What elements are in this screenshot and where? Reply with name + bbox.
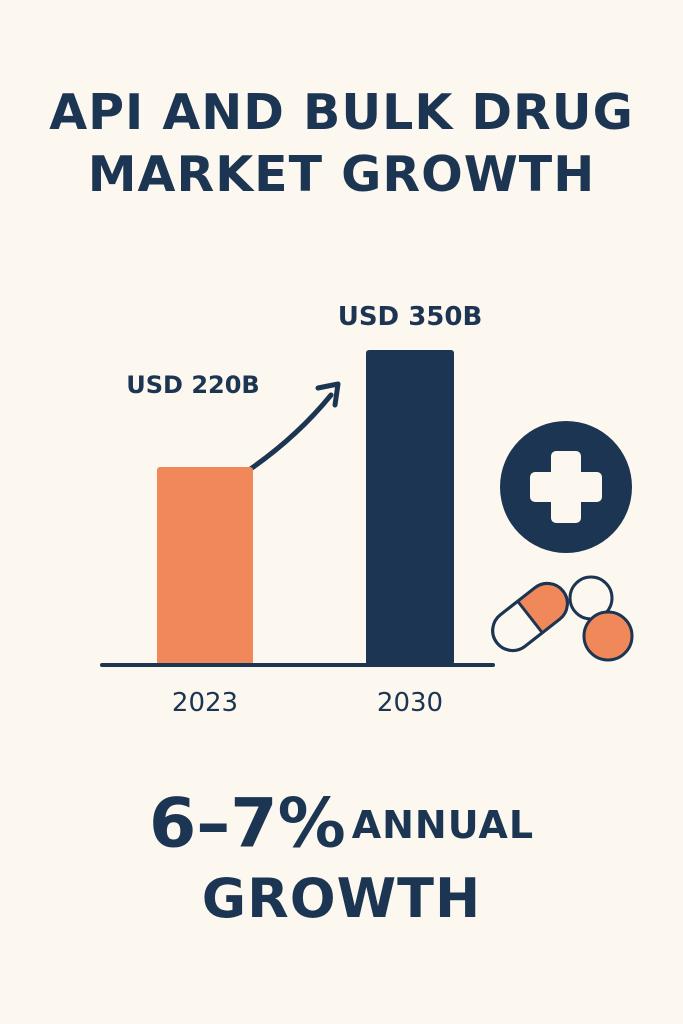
growth-rate: 6–7% (148, 784, 346, 864)
x-tick-label-2023: 2023 (172, 688, 238, 718)
trend-arrow-head (315, 381, 341, 408)
bar-2023 (157, 467, 253, 665)
data-label-2023: USD 220B (126, 371, 259, 399)
growth-label-annual: ANNUAL (351, 802, 535, 847)
title-line-2: MARKET GROWTH (87, 146, 596, 203)
growth-callout: 6–7% ANNUAL GROWTH (0, 782, 683, 931)
data-label-2030: USD 350B (338, 302, 483, 332)
capsule-icon (491, 581, 569, 653)
bar-2030 (366, 350, 454, 665)
growth-label-growth: GROWTH (201, 866, 482, 930)
orange-pill-icon (582, 610, 634, 662)
x-tick-label-2030: 2030 (377, 688, 443, 718)
page-title: API AND BULK DRUG MARKET GROWTH (0, 82, 683, 206)
title-line-1: API AND BULK DRUG (49, 84, 634, 141)
medical-cross-icon (500, 421, 632, 553)
